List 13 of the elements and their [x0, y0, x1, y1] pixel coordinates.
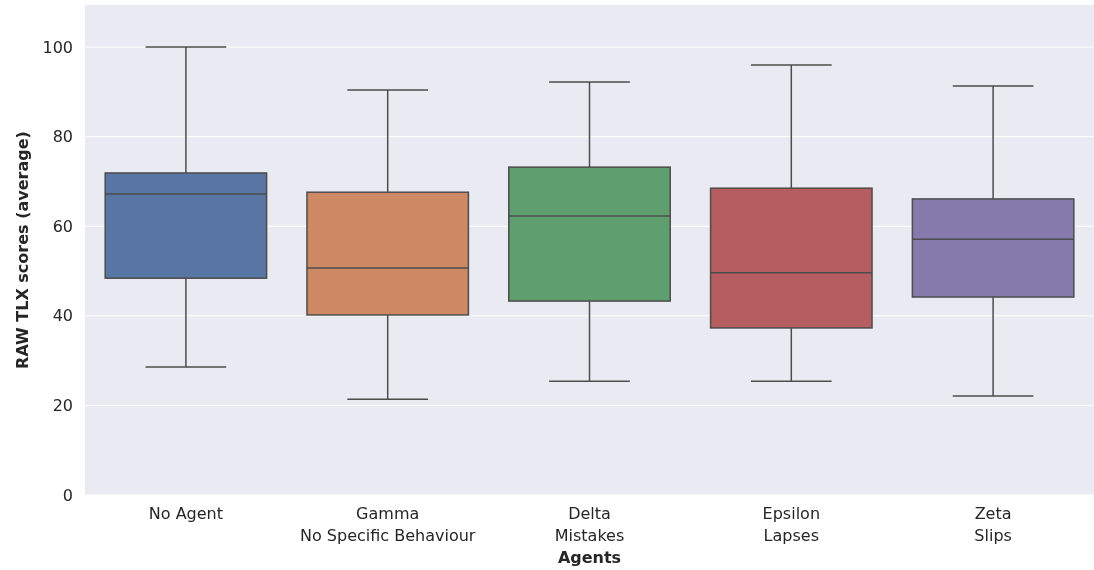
y-tick-label: 40	[52, 306, 73, 326]
y-tick-label: 80	[52, 127, 73, 147]
x-tick-label: Zeta Slips	[974, 504, 1012, 545]
y-tick-label: 100	[42, 37, 73, 57]
x-tick-label: Delta Mistakes	[554, 504, 625, 545]
y-tick-label: 0	[62, 485, 73, 505]
y-axis-title: RAW TLX scores (average)	[13, 131, 32, 369]
x-tick-label: Epsilon Lapses	[762, 504, 821, 545]
x-axis-title: Agents	[557, 548, 622, 567]
y-tick-label: 60	[52, 216, 73, 236]
x-tick-label: No Agent	[148, 504, 223, 523]
x-tick-label: Gamma No Specific Behaviour	[300, 504, 476, 545]
y-tick-label: 20	[52, 396, 73, 416]
